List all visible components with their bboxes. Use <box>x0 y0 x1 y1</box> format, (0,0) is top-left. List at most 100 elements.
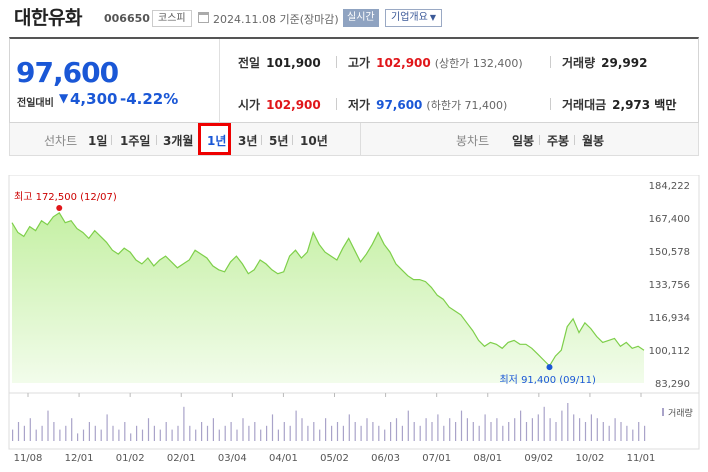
price-area <box>12 212 644 383</box>
volume-bar <box>401 425 403 441</box>
volume-bar <box>307 425 309 441</box>
volume-bar <box>100 429 102 441</box>
volume-bar <box>525 422 528 441</box>
volume-bar <box>449 418 451 441</box>
volume-bar <box>94 425 96 441</box>
volume-bar <box>47 410 49 441</box>
volume-bar <box>82 429 85 441</box>
volume-bar <box>153 425 155 441</box>
volume-bar <box>484 414 486 441</box>
volume-bar <box>395 418 398 441</box>
volume-bar <box>478 425 480 441</box>
volume-bar <box>206 425 209 441</box>
price-line <box>11 212 645 367</box>
volume-bar <box>266 425 268 441</box>
volume-bar <box>472 422 474 441</box>
calendar-icon <box>198 12 209 23</box>
volume-bar <box>201 422 203 441</box>
volume-bar <box>342 425 344 441</box>
period-1y[interactable]: 1년 <box>198 123 231 155</box>
period-1w[interactable]: 1주일 <box>120 134 151 148</box>
volume-bar <box>425 418 427 441</box>
open-label: 시가 <box>238 98 261 112</box>
x-tick-label: 02/01 <box>167 453 196 464</box>
volume-bar <box>431 422 433 441</box>
period-5y[interactable]: 5년 <box>269 134 289 148</box>
volume-bar <box>171 429 173 441</box>
volume-bar <box>466 418 468 441</box>
volume-bar <box>590 414 592 441</box>
low-value: 97,600 <box>376 98 423 112</box>
y-tick-label: 116,934 <box>649 313 690 324</box>
volume-bar <box>514 418 516 441</box>
volume-bar <box>496 418 498 441</box>
volume-bar <box>584 422 587 441</box>
line-chart-label: 선차트 <box>44 134 78 148</box>
volume-bar <box>88 422 90 441</box>
volume-bar <box>561 410 563 441</box>
volume-bar <box>638 422 640 441</box>
volume-bar <box>242 418 244 441</box>
period-1d[interactable]: 1일 <box>88 134 108 148</box>
price-chart-svg: 184,222 167,400 150,578 133,756 116,934 100,1… <box>8 175 700 464</box>
candle-weekly[interactable]: 주봉 <box>547 134 570 148</box>
volume-bar <box>271 414 274 441</box>
volume-bar <box>212 418 214 441</box>
volume-bar <box>502 425 504 441</box>
x-tick-label: 07/01 <box>422 453 451 464</box>
divider <box>292 135 293 145</box>
period-3m[interactable]: 3개월 <box>163 134 194 148</box>
volume-bar <box>118 429 120 441</box>
y-tick-label: 100,112 <box>649 346 690 357</box>
volume-bar <box>141 429 144 441</box>
volume-bar <box>331 425 333 441</box>
volume-bar <box>65 425 67 441</box>
volume-bar <box>23 425 25 441</box>
volume-bar <box>543 406 545 441</box>
company-overview-dropdown[interactable]: 기업개요 ▼ <box>385 9 442 27</box>
volume-bar <box>378 425 380 441</box>
volume-bar <box>555 422 557 441</box>
volume-bar <box>567 403 569 441</box>
candle-monthly[interactable]: 월봉 <box>582 134 605 148</box>
volume-bar <box>224 425 226 441</box>
x-tick-label: 10/02 <box>576 453 605 464</box>
volume-bar <box>325 418 327 441</box>
current-price-box: 97,600 전일대비 ▼ 4,300 -4.22% <box>10 39 220 123</box>
divider <box>336 98 337 110</box>
volume-bar <box>147 418 150 441</box>
upper-limit: (상한가 132,400) <box>434 57 523 70</box>
realtime-button[interactable]: 실시간 <box>343 9 379 27</box>
divider <box>550 98 551 110</box>
x-tick-label: 11/01 <box>627 453 656 464</box>
open-stat: 시가 102,900 <box>238 96 321 113</box>
volume-bar <box>41 425 43 441</box>
volume-bar <box>372 422 374 441</box>
volume-bar <box>177 425 179 441</box>
volume-bar <box>136 425 138 441</box>
volume-bar <box>626 425 628 441</box>
y-tick-label: 133,756 <box>649 280 690 291</box>
x-tick-label: 11/08 <box>14 453 43 464</box>
divider <box>539 135 540 145</box>
volume-bar <box>490 422 492 441</box>
volume-bar <box>443 425 445 441</box>
volume-bar <box>614 418 616 441</box>
company-overview-label: 기업개요 <box>391 12 428 23</box>
period-3y[interactable]: 3년 <box>238 134 258 148</box>
volume-bar <box>295 410 297 441</box>
as-of-date: 2024.11.08 기준(장마감) <box>213 13 339 26</box>
change-label: 전일대비 <box>17 98 54 109</box>
period-10y[interactable]: 10년 <box>300 134 328 148</box>
volume-bar <box>508 422 510 441</box>
divider <box>261 135 262 145</box>
period-1y-label: 1년 <box>207 134 227 148</box>
volume-bar <box>354 422 356 441</box>
y-tick-label: 167,400 <box>649 214 690 225</box>
volume-bar <box>12 429 14 441</box>
candle-daily[interactable]: 일봉 <box>512 134 535 148</box>
high-label: 고가 <box>348 56 371 70</box>
high-marker <box>56 204 63 211</box>
volume-bar <box>319 429 321 441</box>
lower-limit: (하한가 71,400) <box>426 99 508 112</box>
